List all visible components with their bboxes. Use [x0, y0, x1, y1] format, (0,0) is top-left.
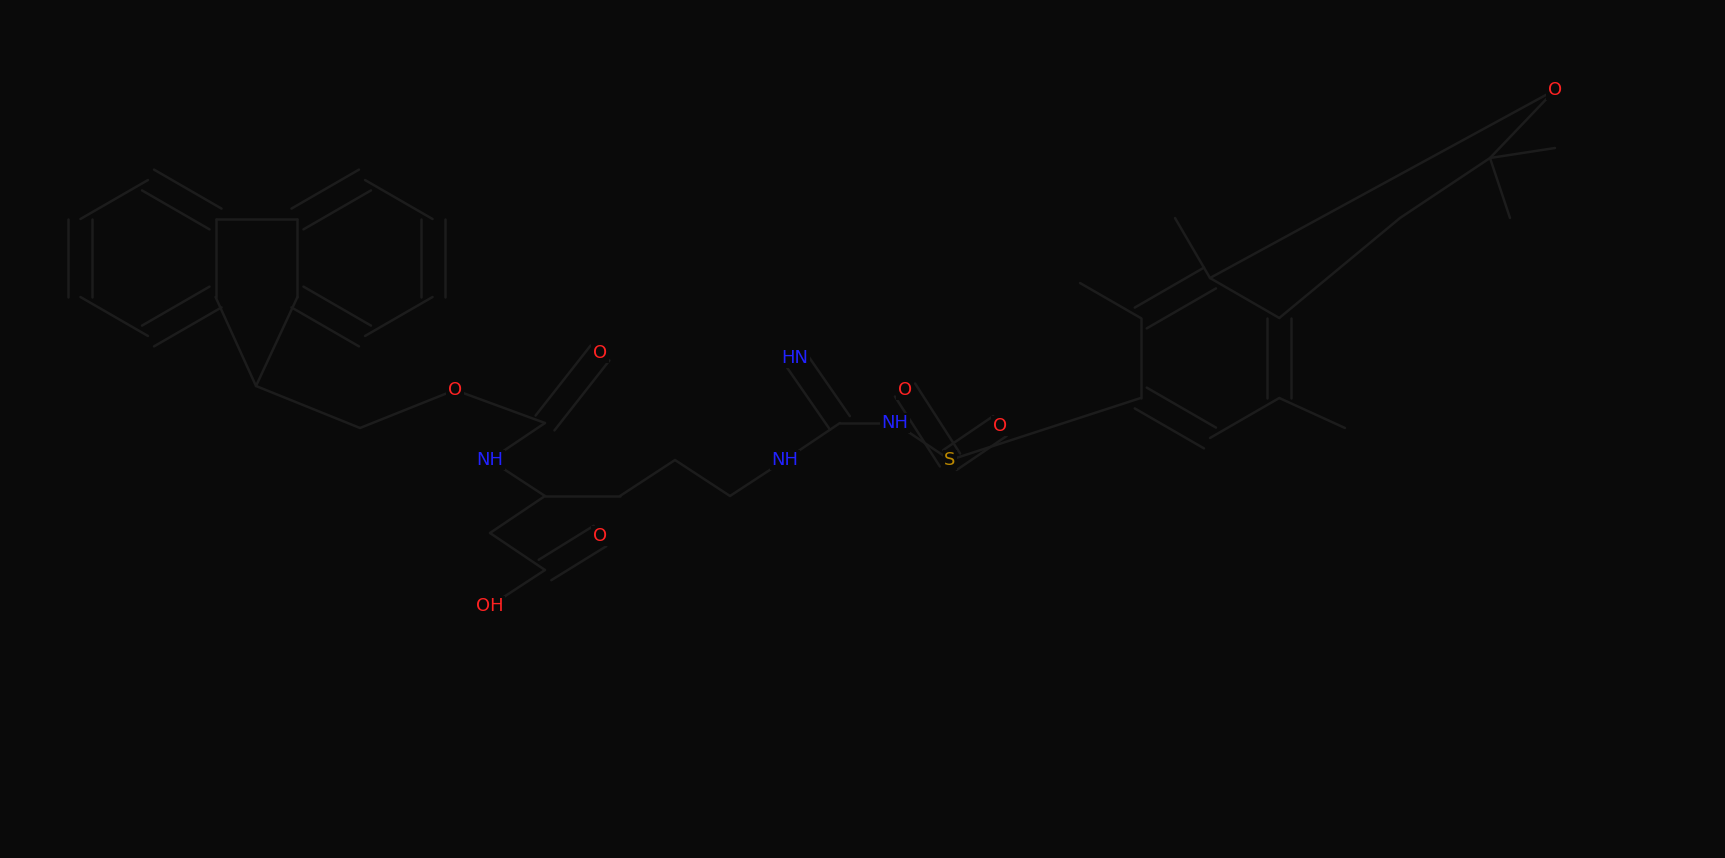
Text: O: O — [899, 381, 913, 399]
Text: OH: OH — [476, 597, 504, 615]
Text: NH: NH — [771, 451, 799, 469]
Text: O: O — [593, 527, 607, 545]
Text: O: O — [593, 344, 607, 362]
Text: NH: NH — [881, 414, 909, 432]
Text: O: O — [448, 381, 462, 399]
Text: O: O — [1547, 81, 1563, 99]
Text: HN: HN — [781, 349, 809, 367]
Text: NH: NH — [476, 451, 504, 469]
Text: O: O — [994, 417, 1007, 435]
Text: S: S — [944, 451, 956, 469]
